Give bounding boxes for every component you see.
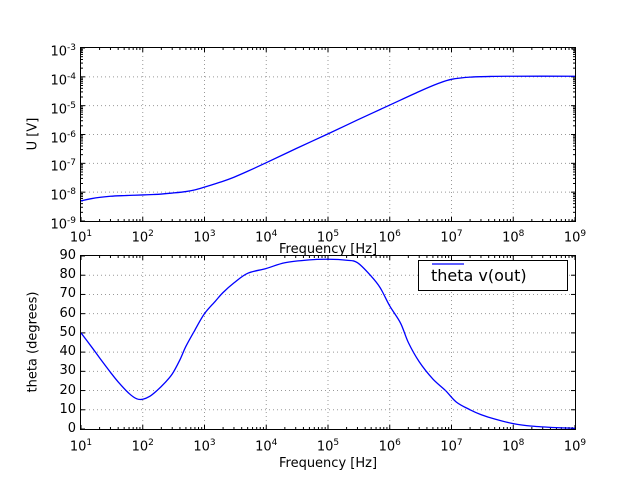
x-tick-label: 103 <box>193 438 216 455</box>
x-tick-label: 101 <box>69 438 93 455</box>
y-tick-label: 90 <box>59 248 76 263</box>
y-tick-label: 30 <box>59 363 76 379</box>
x-tick-label: 102 <box>131 229 154 246</box>
y-tick-label: 10-5 <box>50 100 76 117</box>
legend: theta v(out) <box>418 260 568 291</box>
phase-curve <box>81 258 575 429</box>
x-tick-label: 105 <box>316 229 340 246</box>
y-tick-label: 80 <box>59 267 76 283</box>
tick-marks <box>81 256 575 429</box>
y-tick-label: 10-4 <box>50 71 76 89</box>
x-tick-label: 101 <box>69 229 93 246</box>
x-tick-label: 106 <box>378 229 401 246</box>
x-tick-label: 105 <box>316 438 340 455</box>
y-tick-label: 70 <box>59 286 76 302</box>
y-tick-label: 0 <box>67 421 76 436</box>
y-tick-label: 10-6 <box>50 129 76 146</box>
bottom-x-axis-label: Frequency [Hz] <box>278 456 378 471</box>
x-tick-label: 104 <box>255 438 278 455</box>
x-tick-label: 108 <box>502 229 525 246</box>
x-tick-label: 102 <box>131 438 154 455</box>
x-tick-label: 108 <box>502 438 525 455</box>
x-tick-label: 103 <box>193 229 216 246</box>
x-tick-label: 107 <box>440 229 463 246</box>
grid-lines <box>81 48 575 221</box>
y-tick-label: 60 <box>59 305 76 321</box>
y-tick-label: 10-7 <box>50 158 76 175</box>
legend-label: theta v(out) <box>431 266 527 285</box>
y-tick-label: 10 <box>59 401 76 417</box>
legend-line-sample <box>432 263 464 265</box>
y-tick-label: 10-3 <box>50 43 76 60</box>
y-tick-label: 10-9 <box>50 216 76 233</box>
y-tick-label: 50 <box>59 324 76 340</box>
x-tick-label: 104 <box>255 229 278 246</box>
y-tick-label: 20 <box>59 382 76 398</box>
top-plot-area <box>80 47 576 222</box>
bottom-plot-canvas <box>81 256 575 429</box>
top-plot-canvas <box>81 48 575 221</box>
x-tick-label: 109 <box>563 229 587 246</box>
x-tick-label: 107 <box>440 438 463 455</box>
x-tick-label: 109 <box>563 438 587 455</box>
y-tick-label: 10-8 <box>50 187 76 204</box>
y-tick-label: 40 <box>59 344 76 360</box>
x-tick-label: 106 <box>378 438 401 455</box>
bottom-plot-area: theta v(out) <box>80 255 576 430</box>
top-x-axis-label: Frequency [Hz] <box>278 242 378 257</box>
tick-marks <box>81 48 575 221</box>
magnitude-curve <box>81 75 575 202</box>
